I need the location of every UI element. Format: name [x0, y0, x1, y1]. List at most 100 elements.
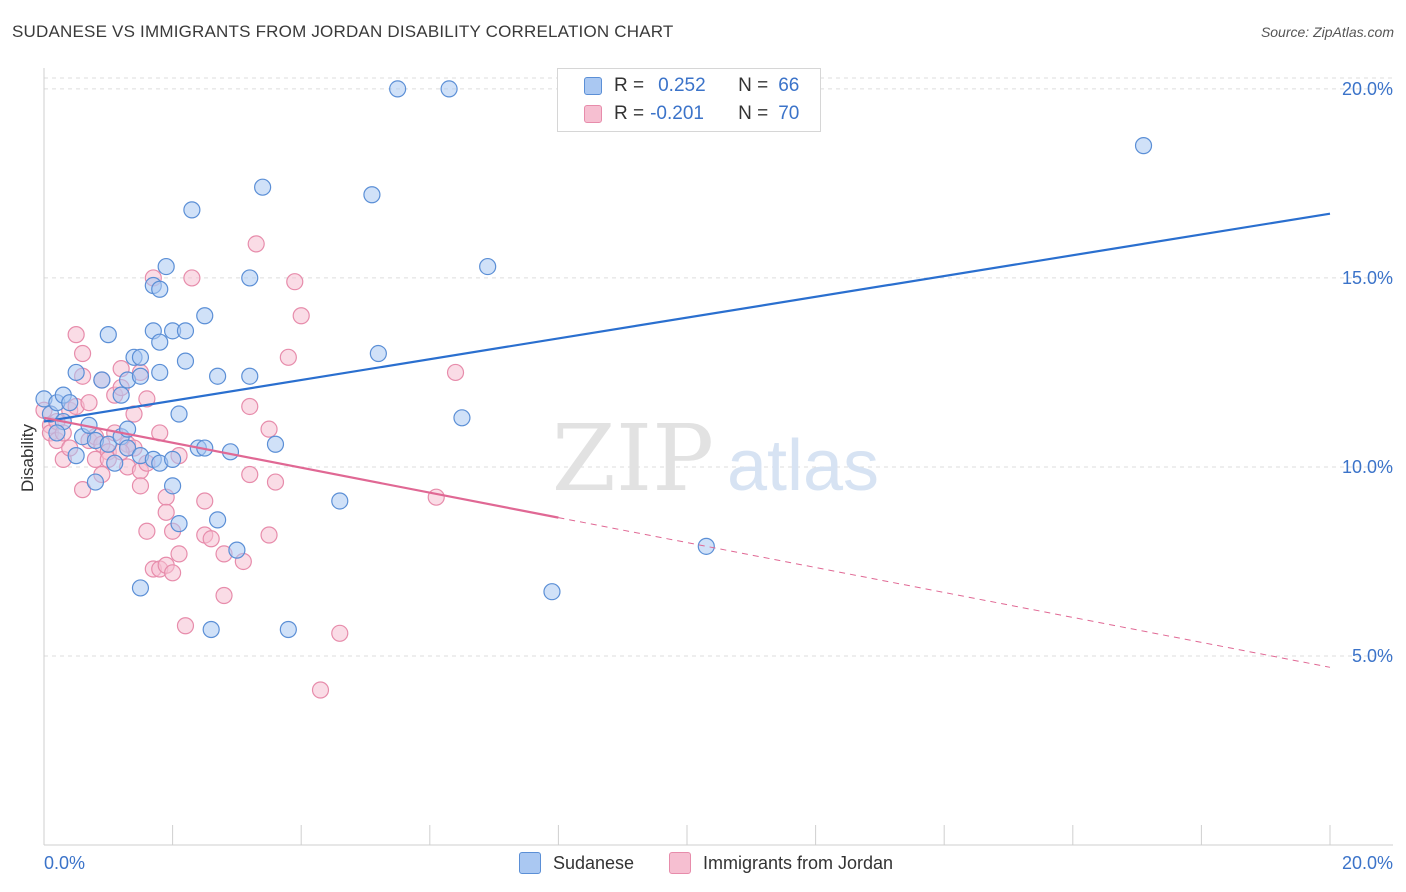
- sudanese-point: [151, 333, 169, 351]
- y-tick-label: 5.0%: [1352, 646, 1393, 666]
- stats-row-jordan: R = -0.201 N = 70: [584, 101, 799, 127]
- sudanese-point: [106, 454, 124, 472]
- watermark: ZIP atlas: [552, 405, 879, 512]
- sudanese-point: [93, 371, 111, 389]
- sudanese-point: [389, 80, 407, 98]
- jordan-point: [131, 477, 150, 495]
- jordan-point: [80, 394, 98, 412]
- sudanese-point: [1134, 137, 1153, 155]
- sudanese-point: [61, 394, 79, 412]
- jordan-point: [183, 269, 201, 287]
- jordan-point: [164, 564, 182, 582]
- sudanese-point: [440, 80, 458, 98]
- jordan-point: [260, 420, 278, 438]
- sudanese-point: [164, 477, 182, 495]
- jordan-legend-swatch: [669, 852, 691, 874]
- sudanese-point: [209, 511, 227, 529]
- jordan-point: [446, 363, 465, 382]
- sudanese-point: [86, 473, 105, 491]
- sudanese-point: [453, 409, 471, 427]
- jordan-point: [73, 344, 92, 363]
- jordan-point: [170, 545, 188, 563]
- jordan-point: [196, 492, 214, 510]
- sudanese-point: [170, 515, 188, 533]
- y-axis-label: Disability: [18, 423, 37, 492]
- sudanese-point: [67, 363, 85, 382]
- jordan-point: [73, 481, 92, 499]
- jordan-point: [241, 465, 259, 484]
- jordan-point: [279, 348, 297, 366]
- sudanese-point: [196, 307, 214, 325]
- jordan-r-value: -0.201: [650, 103, 704, 124]
- n-label: N =: [738, 103, 769, 124]
- legend-label-sudanese: Sudanese: [553, 852, 635, 873]
- source-label: Source: ZipAtlas.com: [1260, 24, 1394, 40]
- jordan-n-value: 70: [778, 103, 800, 124]
- trend-lines: [43, 212, 1331, 668]
- sudanese-point: [331, 492, 349, 510]
- sudanese-point: [176, 322, 195, 340]
- sudanese-point: [151, 280, 169, 298]
- y-tick-label: 15.0%: [1342, 268, 1393, 288]
- sudanese-point: [170, 405, 188, 423]
- sudanese-point: [202, 620, 220, 639]
- sudanese-point: [164, 450, 182, 468]
- legend-label-jordan: Immigrants from Jordan: [703, 852, 894, 873]
- jordan-trend-extension: [558, 517, 1331, 668]
- sudanese-series: [35, 80, 1153, 639]
- jordan-point: [331, 624, 349, 642]
- jordan-point: [292, 307, 310, 325]
- x-tick-label: 0.0%: [44, 853, 85, 873]
- jordan-trend-line: [43, 416, 559, 519]
- sudanese-point: [131, 367, 150, 385]
- watermark-atlas: atlas: [727, 426, 879, 506]
- jordan-point: [157, 503, 175, 521]
- sudanese-point: [151, 363, 169, 382]
- sudanese-point: [363, 186, 381, 204]
- jordan-point: [260, 526, 278, 544]
- tick-labels: 5.0% 10.0% 15.0% 20.0% 0.0% 20.0%: [44, 79, 1393, 873]
- sudanese-point: [209, 367, 227, 385]
- stats-legend: R = 0.252 N = 66 R = -0.201 N = 70: [557, 68, 821, 132]
- legend-item-jordan[interactable]: Immigrants from Jordan: [669, 852, 893, 874]
- sudanese-legend-swatch: [519, 852, 541, 874]
- sudanese-point: [697, 537, 715, 555]
- legend-item-sudanese[interactable]: Sudanese: [519, 852, 634, 874]
- sudanese-point: [241, 269, 259, 287]
- jordan-point: [138, 522, 156, 540]
- sudanese-swatch: [584, 77, 602, 95]
- sudanese-point: [131, 348, 150, 366]
- sudanese-r-value: 0.252: [658, 75, 706, 96]
- sudanese-point: [369, 344, 387, 363]
- n-label: N =: [738, 75, 769, 96]
- jordan-point: [286, 273, 304, 291]
- sudanese-point: [183, 201, 201, 219]
- jordan-point: [241, 397, 259, 416]
- jordan-point: [138, 390, 156, 408]
- y-tick-label: 10.0%: [1342, 457, 1393, 477]
- sudanese-point: [67, 447, 85, 465]
- sudanese-point: [157, 257, 175, 276]
- jordan-point: [311, 681, 330, 699]
- sudanese-point: [241, 367, 259, 385]
- sudanese-point: [176, 352, 195, 370]
- series-legend: Sudanese Immigrants from Jordan: [0, 852, 1406, 876]
- stats-row-sudanese: R = 0.252 N = 66: [584, 73, 799, 99]
- sudanese-point: [48, 424, 66, 442]
- sudanese-point: [266, 435, 285, 453]
- jordan-point: [176, 617, 195, 635]
- chart-title: SUDANESE VS IMMIGRANTS FROM JORDAN DISAB…: [12, 22, 674, 41]
- sudanese-point: [112, 386, 130, 404]
- jordan-point: [67, 326, 85, 344]
- jordan-point: [247, 235, 265, 253]
- sudanese-point: [228, 541, 246, 559]
- sudanese-point: [543, 583, 561, 601]
- r-label: R =: [614, 75, 645, 96]
- jordan-point: [202, 530, 220, 548]
- watermark-zip: ZIP: [552, 405, 714, 512]
- jordan-point: [215, 586, 233, 605]
- jordan-swatch: [584, 105, 602, 123]
- y-tick-label: 20.0%: [1342, 79, 1393, 99]
- sudanese-point: [131, 579, 150, 597]
